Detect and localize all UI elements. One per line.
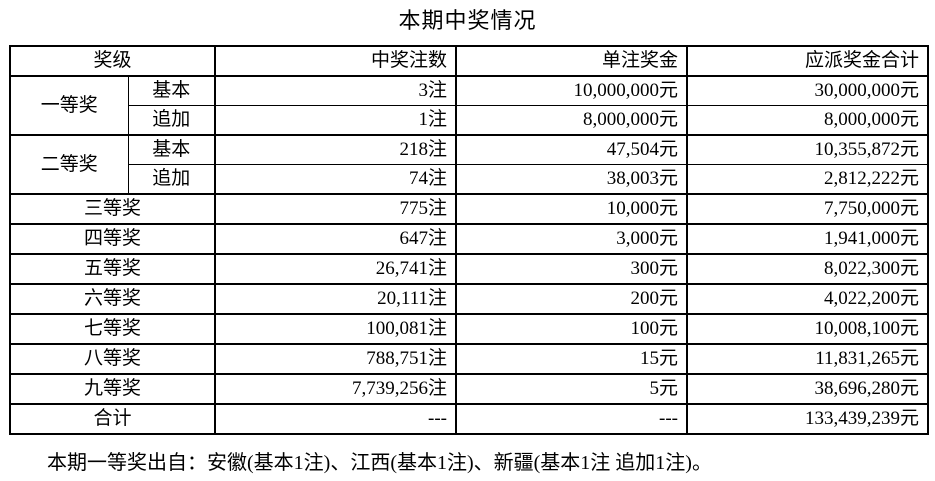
prize-total-cell: 10,008,100元 <box>686 313 929 345</box>
win-count-cell: 3注 <box>214 75 457 106</box>
win-count-cell: 7,739,256注 <box>214 373 457 405</box>
table-row: 三等奖 775注 10,000元 7,750,000元 <box>9 193 929 225</box>
prize-total-cell: 8,000,000元 <box>686 105 929 136</box>
win-count-cell: 647注 <box>214 223 457 255</box>
win-count-cell: --- <box>214 403 457 435</box>
prize-total-cell: 4,022,200元 <box>686 283 929 315</box>
table-header-row: 奖级 中奖注数 单注奖金 应派奖金合计 <box>9 45 929 77</box>
prize-per-bet-cell: 15元 <box>455 343 688 375</box>
header-prize-total: 应派奖金合计 <box>686 45 929 77</box>
table-row: 八等奖 788,751注 15元 11,831,265元 <box>9 343 929 375</box>
table-row: 一等奖 基本 3注 10,000,000元 30,000,000元 <box>9 75 929 136</box>
prize-per-bet-cell: 3,000元 <box>455 223 688 255</box>
prize-per-bet-cell: 200元 <box>455 283 688 315</box>
prize-total-cell: 38,696,280元 <box>686 373 929 405</box>
win-count-cell: 20,111注 <box>214 283 457 315</box>
win-count-cell: 775注 <box>214 193 457 225</box>
table-row: 追加 1注 8,000,000元 8,000,000元 <box>10 105 929 136</box>
prize-level-cell: 六等奖 <box>9 283 216 315</box>
prize-total-cell: 11,831,265元 <box>686 343 929 375</box>
prize-total-cell: 30,000,000元 <box>686 75 929 106</box>
bet-type-cell: 基本 <box>127 75 216 106</box>
prize-total-cell: 10,355,872元 <box>686 134 929 165</box>
prize-per-bet-cell: 47,504元 <box>455 134 688 165</box>
prize-level-cell: 五等奖 <box>9 253 216 285</box>
win-count-cell: 100,081注 <box>214 313 457 345</box>
table-row: 七等奖 100,081注 100元 10,008,100元 <box>9 313 929 345</box>
prize-level-cell: 七等奖 <box>9 313 216 345</box>
page-title: 本期中奖情况 <box>398 8 537 33</box>
prize-total-cell: 1,941,000元 <box>686 223 929 255</box>
prize-per-bet-cell: 100元 <box>455 313 688 345</box>
header-prize-level: 奖级 <box>9 45 216 77</box>
prize-per-bet-cell: 300元 <box>455 253 688 285</box>
bet-type-cell: 基本 <box>127 134 216 165</box>
prize-total-cell: 8,022,300元 <box>686 253 929 285</box>
prize-level-cell: 四等奖 <box>9 223 216 255</box>
prize-level-cell: 八等奖 <box>9 343 216 375</box>
prize-per-bet-cell: 5元 <box>455 373 688 405</box>
prize-per-bet-cell: 38,003元 <box>455 164 688 195</box>
prize-level-cell: 一等奖 <box>9 75 129 136</box>
win-count-cell: 1注 <box>214 105 457 136</box>
prize-level-cell: 二等奖 <box>9 134 129 195</box>
prize-results-table: 奖级 中奖注数 单注奖金 应派奖金合计 一等奖 基本 3注 10,000,000… <box>9 45 929 435</box>
table-row: 二等奖 基本 218注 47,504元 10,355,872元 <box>9 134 929 195</box>
prize-per-bet-cell: 10,000,000元 <box>455 75 688 106</box>
win-count-cell: 788,751注 <box>214 343 457 375</box>
header-prize-per-bet: 单注奖金 <box>455 45 688 77</box>
prize-per-bet-cell: 8,000,000元 <box>455 105 688 136</box>
bet-type-cell: 追加 <box>127 164 216 195</box>
prize-per-bet-cell: 10,000元 <box>455 193 688 225</box>
prize-level-cell: 合计 <box>9 403 216 435</box>
table-row: 四等奖 647注 3,000元 1,941,000元 <box>9 223 929 255</box>
win-count-cell: 218注 <box>214 134 457 165</box>
table-row: 六等奖 20,111注 200元 4,022,200元 <box>9 283 929 315</box>
table-row: 追加 74注 38,003元 2,812,222元 <box>10 164 929 195</box>
prize-total-cell: 133,439,239元 <box>686 403 929 435</box>
table-row: 五等奖 26,741注 300元 8,022,300元 <box>9 253 929 285</box>
prize-total-cell: 7,750,000元 <box>686 193 929 225</box>
table-row-total: 合计 --- --- 133,439,239元 <box>9 403 929 435</box>
prize-total-cell: 2,812,222元 <box>686 164 929 195</box>
first-prize-source-note: 本期一等奖出自：安徽(基本1注)、江西(基本1注)、新疆(基本1注 追加1注)。 <box>47 452 712 474</box>
prize-level-cell: 九等奖 <box>9 373 216 405</box>
win-count-cell: 26,741注 <box>214 253 457 285</box>
table-row: 九等奖 7,739,256注 5元 38,696,280元 <box>9 373 929 405</box>
bet-type-cell: 追加 <box>127 105 216 136</box>
win-count-cell: 74注 <box>214 164 457 195</box>
header-win-count: 中奖注数 <box>214 45 457 77</box>
prize-per-bet-cell: --- <box>455 403 688 435</box>
prize-level-cell: 三等奖 <box>9 193 216 225</box>
